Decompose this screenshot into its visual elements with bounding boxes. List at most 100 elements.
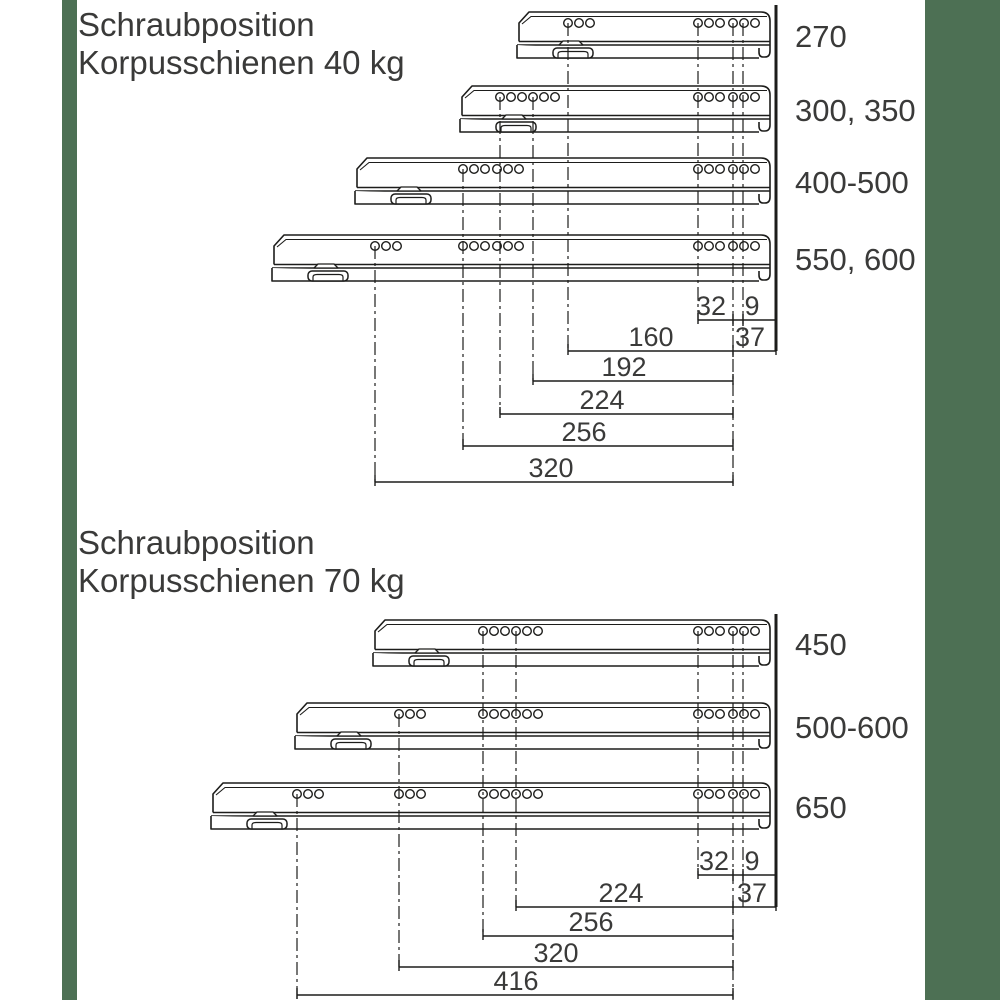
latch-body (330, 738, 372, 750)
screw-hole (750, 163, 761, 174)
screw-hole (750, 240, 761, 251)
screw-hole (715, 626, 726, 637)
screw-hole (574, 18, 585, 29)
screw-hole (480, 163, 491, 174)
latch-body (246, 818, 288, 830)
screw-hole (550, 91, 561, 102)
rail-lip (372, 653, 759, 667)
screw-hole (704, 91, 715, 102)
dimension-line-group: 32 9 (697, 846, 777, 881)
screw-hole (492, 163, 503, 174)
screw-hole (416, 709, 427, 720)
dimension-value: 37 (735, 322, 765, 352)
screw-hole (489, 709, 500, 720)
dimension-value: 224 (579, 385, 624, 415)
rail-face (296, 702, 771, 736)
screw-hole (704, 163, 715, 174)
latch-hump (501, 114, 527, 120)
rail-length-label: 550, 600 (795, 242, 916, 277)
screw-hole (539, 91, 550, 102)
screw-hole (750, 789, 761, 800)
rail-450: 450 (372, 619, 847, 667)
rail-face (461, 85, 771, 119)
title-line-2: Korpusschienen 40 kg (78, 44, 405, 81)
rail-lip (294, 736, 759, 750)
screw-hole (739, 709, 750, 720)
latch-hump (414, 648, 440, 654)
dimension-value: 224 (598, 878, 643, 908)
rail-length-label: 400-500 (795, 165, 909, 200)
dimension-value: 320 (533, 938, 578, 968)
screw-hole (715, 789, 726, 800)
latch-detail (312, 273, 344, 281)
latch-detail (413, 658, 445, 666)
rail-end-hook (758, 45, 771, 58)
rail-end-hook (758, 736, 771, 749)
latch-hump (252, 811, 278, 817)
latch-body (408, 655, 450, 667)
dimension-line-group: 256 (462, 417, 734, 450)
latch-body (390, 193, 432, 205)
screw-hole (506, 91, 517, 102)
rail-length-label: 500-600 (795, 710, 909, 745)
screw-hole (303, 789, 314, 800)
screw-hole (533, 789, 544, 800)
latch-body (495, 121, 537, 133)
screw-hole (489, 626, 500, 637)
rail-inner-edge (276, 238, 767, 248)
screw-hole (503, 163, 514, 174)
screw-hole (715, 709, 726, 720)
latch-hump (396, 186, 422, 192)
screw-hole (500, 626, 511, 637)
dimension-value: 32 (696, 291, 726, 321)
screw-hole (704, 240, 715, 251)
dimension-line-group: 192 (532, 352, 734, 385)
screw-hole (392, 240, 403, 251)
rail-inner-edge (215, 786, 767, 796)
rail-lip (271, 268, 759, 282)
screw-hole (739, 789, 750, 800)
dimension-line-group: 256 (482, 907, 734, 940)
rail-550-600: 550, 600 (271, 234, 916, 282)
title-line-2: Korpusschienen 70 kg (78, 562, 405, 599)
screw-hole (489, 789, 500, 800)
screw-hole (522, 709, 533, 720)
right-accent-band (925, 0, 1000, 1000)
dimension-line-group: 224 37 (515, 878, 777, 913)
rail-end-hook (758, 653, 771, 666)
screw-hole (416, 789, 427, 800)
rail-length-label: 300, 350 (795, 93, 916, 128)
rail-length-label: 270 (795, 19, 847, 54)
rail-lip (354, 191, 759, 205)
screw-hole (739, 18, 750, 29)
title-line-1: Schraubposition (78, 6, 315, 43)
latch-detail (557, 50, 589, 58)
rail-end-hook (758, 119, 771, 132)
screw-hole (739, 163, 750, 174)
screw-hole (469, 240, 480, 251)
dimension-line-group: 320 (374, 453, 734, 486)
section-title-70kg: Schraubposition Korpusschienen 70 kg (78, 524, 405, 600)
latch-detail (500, 124, 532, 132)
dimension-line-group: 320 (398, 938, 734, 971)
section-title-40kg: Schraubposition Korpusschienen 40 kg (78, 6, 405, 82)
screw-hole (405, 709, 416, 720)
screw-hole (381, 240, 392, 251)
rail-500-600: 500-600 (294, 702, 909, 750)
dimension-value: 160 (628, 322, 673, 352)
latch-hump (558, 40, 584, 46)
screw-hole (469, 163, 480, 174)
screw-hole (522, 626, 533, 637)
screw-hole (750, 626, 761, 637)
rail-400-500: 400-500 (354, 157, 909, 205)
title-line-1: Schraubposition (78, 524, 315, 561)
rail-inner-edge (521, 15, 767, 25)
dimension-value: 192 (601, 352, 646, 382)
dimension-line-group: 160 37 (567, 322, 777, 357)
screw-hole (739, 240, 750, 251)
rail-end-hook (758, 268, 771, 281)
screw-hole (750, 709, 761, 720)
